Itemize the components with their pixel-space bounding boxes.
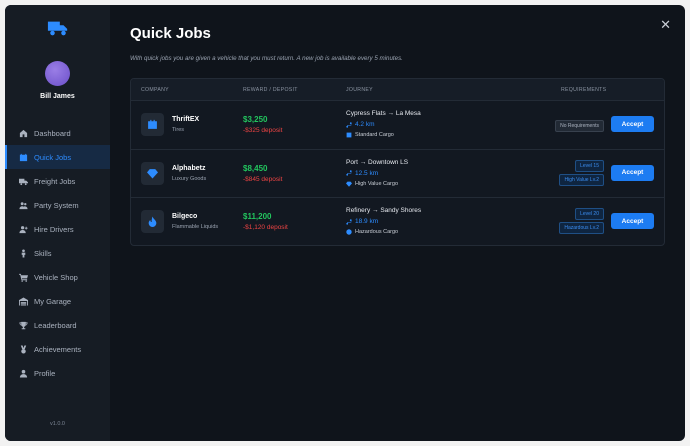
reward-amount: $11,200 xyxy=(243,212,272,221)
deposit-amount: -$845 deposit xyxy=(243,175,283,183)
company-name: Alphabetz xyxy=(172,164,206,172)
hazard-icon xyxy=(346,229,352,235)
requirement-badge: No Requirements xyxy=(555,120,604,132)
jobs-table: COMPANY REWARD / DEPOSIT JOURNEY REQUIRE… xyxy=(130,78,665,246)
sidebar-item-freight-jobs[interactable]: Freight Jobs xyxy=(5,169,110,193)
user-plus-icon xyxy=(19,225,28,233)
truck-logo-icon xyxy=(47,21,68,36)
company-logo xyxy=(141,113,164,136)
sidebar-item-achievements[interactable]: Achievements xyxy=(5,337,110,361)
box-icon xyxy=(346,132,352,138)
sidebar-item-quick-jobs[interactable]: Quick Jobs xyxy=(5,145,110,169)
sidebar-item-label: My Garage xyxy=(34,296,72,306)
avatar[interactable] xyxy=(45,61,70,86)
sidebar-item-label: Hire Drivers xyxy=(34,224,74,234)
sidebar-item-label: Skills xyxy=(34,248,52,258)
company-type: Luxury Goods xyxy=(172,175,207,182)
sidebar-item-label: Dashboard xyxy=(34,128,71,138)
requirement-badge: Level 15 xyxy=(575,159,604,172)
table-header: COMPANY REWARD / DEPOSIT JOURNEY REQUIRE… xyxy=(131,79,664,100)
sidebar-item-label: Vehicle Shop xyxy=(34,272,78,282)
column-header-company: COMPANY xyxy=(141,86,169,93)
sidebar-nav: Dashboard Quick Jobs Freight Jobs Party … xyxy=(5,121,110,385)
accept-button[interactable]: Accept xyxy=(611,164,654,181)
table-row: ThriftEX Tires $3,250 -$325 deposit Cypr… xyxy=(131,100,664,149)
journey-route: Cypress Flats → La Mesa xyxy=(346,110,421,117)
accept-button[interactable]: Accept xyxy=(611,116,654,132)
sidebar-item-vehicle-shop[interactable]: Vehicle Shop xyxy=(5,265,110,289)
diamond-icon xyxy=(346,181,352,187)
requirement-badge: High Value Lv.2 xyxy=(559,173,604,186)
journey-route: Port → Downtown LS xyxy=(346,158,409,166)
reward-amount: $3,250 xyxy=(243,115,268,124)
medal-icon xyxy=(20,344,27,354)
cargo-type: Hazardous Cargo xyxy=(346,229,398,235)
sidebar-item-leaderboard[interactable]: Leaderboard xyxy=(5,313,110,337)
column-header-reward: REWARD / DEPOSIT xyxy=(243,86,298,93)
deposit-amount: -$1,120 deposit xyxy=(243,224,288,231)
company-logo xyxy=(141,210,164,233)
route-icon xyxy=(346,121,352,128)
table-row: Bilgeco Flammable Liquids $11,200 -$1,12… xyxy=(131,197,664,245)
garage-icon xyxy=(19,296,28,306)
deposit-amount: -$325 deposit xyxy=(243,127,283,134)
accept-button[interactable]: Accept xyxy=(611,213,654,229)
sidebar: Bill James Dashboard Quick Jobs Freight … xyxy=(5,5,110,441)
person-icon xyxy=(21,248,26,258)
journey-distance: 4.2 km xyxy=(346,121,375,128)
journey-distance: 18.9 km xyxy=(346,218,378,225)
page-subtitle: With quick jobs you are given a vehicle … xyxy=(130,55,403,62)
profile-icon xyxy=(19,369,28,378)
sidebar-item-dashboard[interactable]: Dashboard xyxy=(5,121,110,145)
users-icon xyxy=(19,201,28,209)
cart-icon xyxy=(19,273,28,282)
company-type: Flammable Liquids xyxy=(172,224,219,230)
requirement-badge: Hazardous Lv.2 xyxy=(559,222,604,234)
trophy-icon xyxy=(19,321,28,329)
table-row: Alphabetz Luxury Goods $8,450 -$845 depo… xyxy=(131,148,664,198)
sidebar-item-hire-drivers[interactable]: Hire Drivers xyxy=(5,217,110,241)
dashboard-icon xyxy=(19,129,28,137)
company-name: ThriftEX xyxy=(172,116,200,123)
cargo-type: High Value Cargo xyxy=(346,181,398,187)
route-icon xyxy=(346,170,352,176)
app-version: v1.0.0 xyxy=(50,421,65,427)
calendar-icon xyxy=(19,153,28,161)
company-type: Tires xyxy=(172,127,185,133)
diamond-icon xyxy=(147,168,158,178)
sidebar-item-label: Achievements xyxy=(34,344,82,354)
cargo-type: Standard Cargo xyxy=(346,132,394,138)
company-logo xyxy=(141,161,164,185)
main-content: Quick Jobs ✕ With quick jobs you are giv… xyxy=(110,5,685,441)
sidebar-item-skills[interactable]: Skills xyxy=(5,241,110,265)
journey-distance: 12.5 km xyxy=(346,170,378,177)
route-icon xyxy=(346,218,352,225)
sidebar-item-label: Profile xyxy=(34,368,56,378)
requirement-badge: Level 20 xyxy=(575,208,604,220)
reward-amount: $8,450 xyxy=(243,163,268,173)
sidebar-item-profile[interactable]: Profile xyxy=(5,361,110,385)
page-title: Quick Jobs xyxy=(130,25,211,42)
sidebar-item-label: Party System xyxy=(34,200,79,210)
box-icon xyxy=(148,119,157,129)
company-name: Bilgeco xyxy=(172,213,198,220)
truck-icon xyxy=(19,178,28,185)
sidebar-item-label: Leaderboard xyxy=(34,320,77,330)
sidebar-item-label: Freight Jobs xyxy=(34,176,76,186)
user-name: Bill James xyxy=(40,93,75,100)
sidebar-item-label: Quick Jobs xyxy=(34,152,72,162)
column-header-journey: JOURNEY xyxy=(346,86,373,93)
close-icon[interactable]: ✕ xyxy=(660,17,671,32)
app-window: Bill James Dashboard Quick Jobs Freight … xyxy=(5,5,685,441)
flame-icon xyxy=(148,216,157,227)
journey-route: Refinery → Sandy Shores xyxy=(346,207,422,214)
sidebar-item-my-garage[interactable]: My Garage xyxy=(5,289,110,313)
sidebar-item-party-system[interactable]: Party System xyxy=(5,193,110,217)
column-header-requirements: REQUIREMENTS xyxy=(561,86,607,93)
